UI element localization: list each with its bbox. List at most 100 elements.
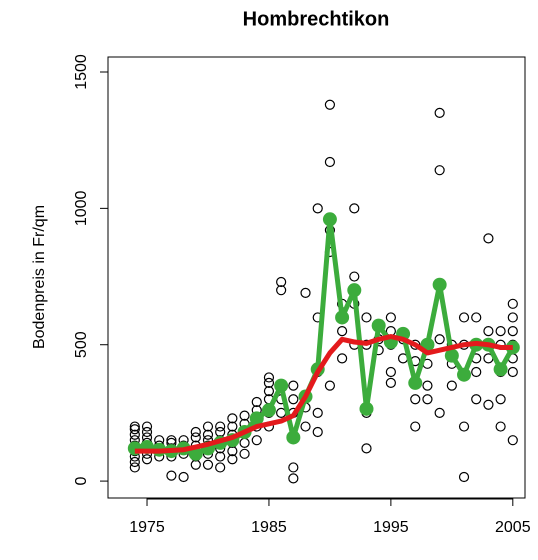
point [276,285,287,296]
point [227,413,238,424]
point [349,271,360,282]
plot-frame [107,56,526,499]
point [495,394,506,405]
line-marker [359,401,374,416]
point [422,394,433,405]
point [263,385,275,397]
point [495,325,506,337]
line-marker [286,430,301,445]
point [446,380,457,391]
line-marker [274,378,289,393]
point [385,366,396,378]
point [239,410,250,421]
point [312,407,323,419]
point [227,454,238,465]
point [507,325,518,337]
point [483,325,494,337]
point [385,312,396,323]
point [190,426,201,438]
point [215,421,226,432]
point [312,203,323,214]
point [276,276,287,288]
point [141,426,153,438]
point [507,298,518,309]
point [263,372,275,383]
line-marker [322,212,337,227]
line-marker [493,362,508,377]
point [263,377,275,389]
point [434,165,445,176]
point [288,462,299,473]
point [458,421,470,432]
point [471,366,482,378]
point [349,203,360,214]
point [251,396,262,408]
line-marker [335,310,350,325]
x-tick-label: 1975 [129,519,165,536]
line-marker [408,375,423,390]
point [300,287,311,299]
line [134,216,515,457]
point [202,421,214,432]
y-tick-label: 1500 [73,54,90,90]
point [337,325,348,337]
point [215,462,226,473]
line-marker [249,411,264,426]
line [134,334,513,454]
point [507,312,518,323]
point [288,394,299,405]
line-marker [261,403,276,418]
point [434,407,445,419]
point [361,312,372,323]
point [129,429,140,440]
point [422,380,433,391]
point [361,443,372,454]
point [129,456,140,468]
point [458,312,470,323]
point [129,462,140,473]
point [324,380,336,391]
point [288,473,299,484]
point [141,421,153,432]
line-marker [457,367,472,382]
point [251,435,262,446]
point [190,432,201,443]
point [410,394,421,405]
x-tick-label: 2005 [495,519,531,536]
point [202,459,214,470]
point [434,107,445,119]
point [458,471,470,483]
point [129,421,140,432]
line-marker [432,277,447,292]
point [239,437,250,449]
point [483,399,494,410]
x-tick-label: 1995 [373,519,409,536]
point [483,233,494,244]
y-tick-label: 1000 [73,190,90,226]
point [324,156,336,168]
point [178,471,189,483]
point [507,366,518,378]
x-tick-label: 1985 [251,519,287,536]
point [507,435,518,446]
line-marker [444,348,459,363]
point [312,426,323,438]
point [337,353,348,364]
point [141,454,153,465]
point [202,429,214,440]
y-axis-label: Bodenpreis in Fr/qm [31,205,48,349]
point [324,99,336,110]
point [471,312,482,323]
point [300,421,311,432]
line-marker [371,318,386,333]
point [495,421,506,432]
point [215,451,226,462]
point [385,377,396,389]
point [410,421,421,432]
point [288,380,299,391]
point [129,424,140,435]
chart-title: Hombrechtikon [243,8,390,30]
point [239,448,250,459]
point [434,334,445,345]
